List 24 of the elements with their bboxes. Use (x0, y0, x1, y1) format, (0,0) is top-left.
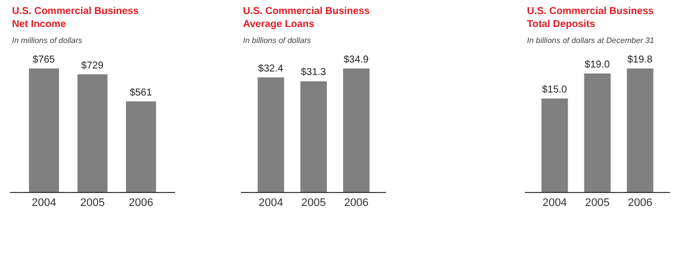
x-tick-label: 2004 (32, 197, 56, 210)
chart-subtitle: In millions of dollars (12, 36, 82, 45)
data-label: $729 (81, 60, 104, 72)
data-label: $561 (130, 87, 152, 98)
x-tick-label: 2006 (344, 197, 369, 210)
data-label: $34.9 (344, 54, 370, 66)
chart-subtitle: In billions of dollars (243, 36, 312, 45)
data-label: $15.0 (542, 84, 568, 96)
x-tick-label: 2005 (585, 197, 610, 210)
chart-title: U.S. Commercial Business Net Income (12, 6, 140, 30)
data-label: $32.4 (258, 63, 284, 74)
data-label: $19.8 (627, 54, 653, 66)
x-tick-label: 2004 (258, 197, 284, 210)
x-tick-label: 2005 (301, 197, 326, 210)
data-label: $765 (32, 54, 56, 66)
x-tick-label: 2006 (628, 197, 652, 210)
chart-title: U.S. Commercial Business Total Deposits (527, 6, 654, 30)
data-label: $19.0 (584, 59, 610, 70)
chart-title: U.S. Commercial Business Average Loans (243, 6, 370, 30)
data-label: $31.3 (300, 67, 326, 78)
x-tick-label: 2004 (542, 197, 567, 210)
chart-subtitle: In billions of dollars at December 31 (527, 36, 654, 45)
x-tick-label: 2006 (128, 197, 154, 210)
x-tick-label: 2005 (80, 197, 105, 210)
